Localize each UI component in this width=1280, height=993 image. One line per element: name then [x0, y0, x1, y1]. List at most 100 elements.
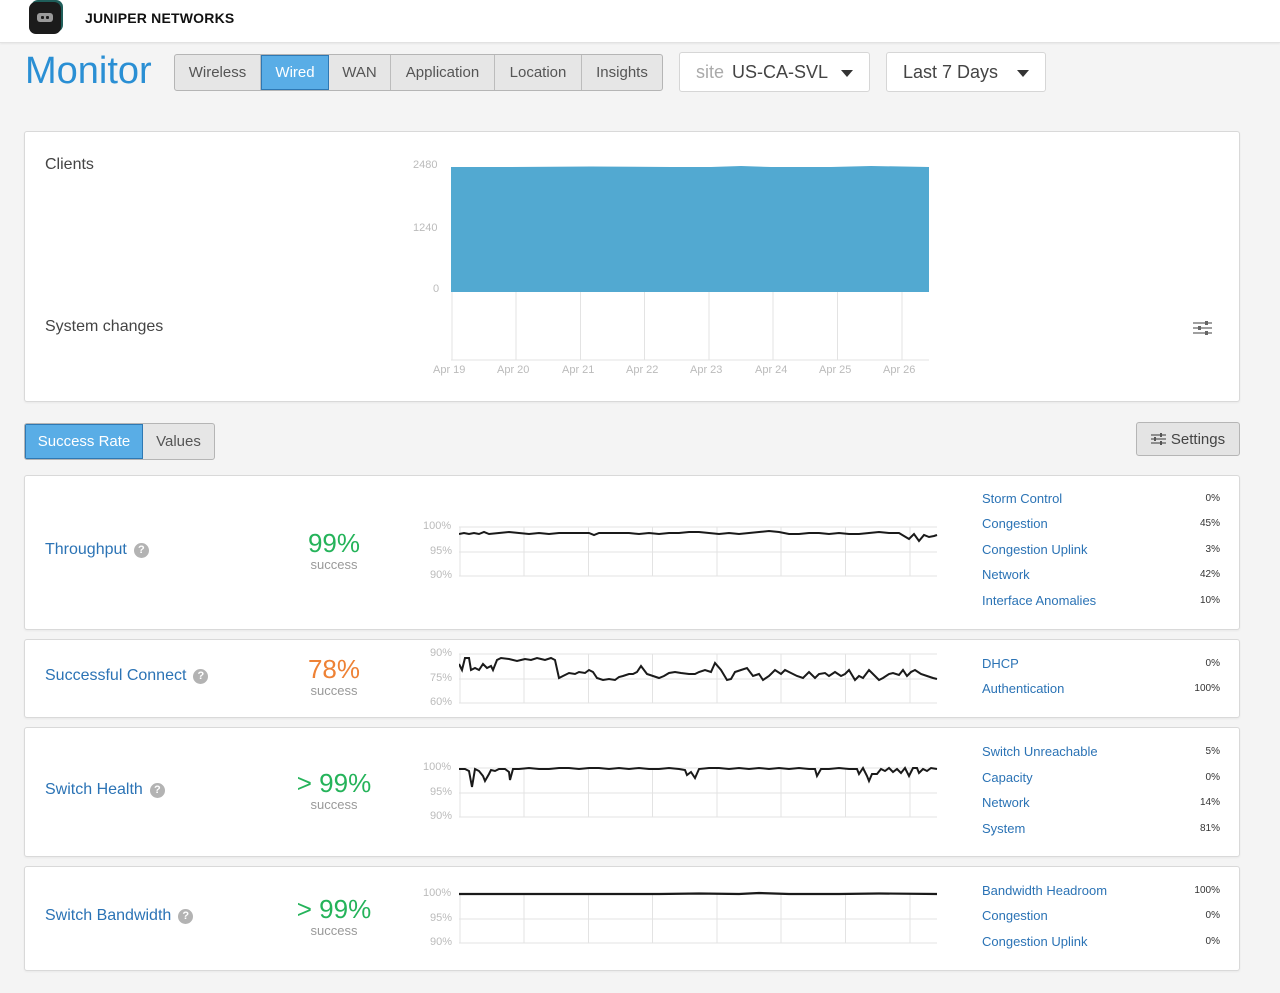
- metric-sub: success: [310, 683, 358, 698]
- classifier-row: Congestion 45%: [982, 511, 1220, 536]
- classifier-row: Network 14%: [982, 790, 1220, 815]
- classifier-link[interactable]: Bandwidth Headroom: [982, 883, 1108, 898]
- help-icon[interactable]: ?: [193, 668, 209, 684]
- clients-area-chart[interactable]: [451, 162, 931, 362]
- y-tick: 60%: [430, 696, 453, 708]
- clients-label: Clients: [45, 156, 94, 173]
- switch-health-sparkline[interactable]: [459, 762, 939, 820]
- y-tick: 90%: [430, 647, 453, 659]
- page-title: Monitor: [25, 50, 152, 92]
- classifier-row: Congestion Uplink 0%: [982, 929, 1220, 954]
- successful-connect-sparkline[interactable]: [459, 648, 939, 706]
- y-tick: 1240: [413, 222, 438, 234]
- x-tick: Apr 20: [497, 364, 530, 376]
- tab-wireless[interactable]: Wireless: [175, 55, 261, 90]
- y-tick: 90%: [430, 810, 453, 822]
- y-tick: 0: [433, 283, 440, 295]
- metric-card-switch-health: Switch Health ? > 99% success 100% 95% 9…: [24, 727, 1240, 857]
- classifier-link[interactable]: Congestion Uplink: [982, 934, 1088, 949]
- metric-sub: success: [310, 923, 358, 938]
- metric-value: > 99%: [296, 768, 372, 798]
- classifier-row: Storm Control 0%: [982, 486, 1220, 511]
- x-tick: Apr 24: [755, 364, 788, 376]
- classifier-value: 0%: [1205, 493, 1220, 504]
- classifier-row: Authentication 100%: [982, 676, 1220, 701]
- classifier-row: Switch Unreachable 5%: [982, 739, 1220, 764]
- metric-sub: success: [310, 557, 358, 572]
- site-dropdown[interactable]: site US-CA-SVL: [679, 52, 870, 92]
- classifier-row: Congestion Uplink 3%: [982, 537, 1220, 562]
- y-tick: 75%: [430, 672, 453, 684]
- time-range-dropdown[interactable]: Last 7 Days: [886, 52, 1046, 92]
- metric-sub: success: [310, 797, 358, 812]
- y-tick: 100%: [423, 887, 452, 899]
- classifier-link[interactable]: System: [982, 821, 1026, 836]
- tab-application[interactable]: Application: [391, 55, 495, 90]
- classifier-link[interactable]: Congestion: [982, 516, 1048, 531]
- metric-value: 99%: [307, 528, 361, 558]
- classifier-link[interactable]: Network: [982, 567, 1030, 582]
- classifier-link[interactable]: Congestion Uplink: [982, 542, 1088, 557]
- values-toggle[interactable]: Values: [156, 433, 201, 450]
- classifier-value: 81%: [1199, 823, 1220, 834]
- classifier-value: 42%: [1199, 569, 1220, 580]
- caret-down-icon: [841, 70, 853, 77]
- y-tick: 95%: [430, 545, 453, 557]
- classifier-value: 0%: [1205, 658, 1220, 669]
- sliders-icon[interactable]: [1193, 320, 1213, 336]
- x-tick: Apr 21: [562, 364, 595, 376]
- y-tick: 90%: [430, 569, 453, 581]
- classifier-row: Interface Anomalies 10%: [982, 588, 1220, 613]
- classifier-link[interactable]: DHCP: [982, 656, 1019, 671]
- classifier-value: 3%: [1205, 544, 1220, 555]
- metric-name-switch-bandwidth[interactable]: Switch Bandwidth ?: [45, 907, 194, 925]
- classifier-link[interactable]: Network: [982, 795, 1030, 810]
- metric-value: 78%: [307, 654, 361, 684]
- view-toggle: Success Rate Values: [24, 423, 215, 460]
- y-tick: 95%: [430, 912, 453, 924]
- timeline-card: Clients System changes 2480 1240 0 Apr 1…: [24, 131, 1240, 402]
- y-tick: 2480: [413, 159, 438, 171]
- y-tick: 90%: [430, 936, 453, 948]
- system-changes-label: System changes: [45, 318, 164, 335]
- throughput-sparkline[interactable]: [459, 521, 939, 579]
- tab-wan[interactable]: WAN: [329, 55, 391, 90]
- metric-name-throughput[interactable]: Throughput ?: [45, 541, 149, 559]
- classifier-link[interactable]: Capacity: [982, 770, 1033, 785]
- caret-down-icon: [1017, 70, 1029, 77]
- settings-button[interactable]: Settings: [1136, 422, 1240, 456]
- classifier-link[interactable]: Interface Anomalies: [982, 593, 1097, 608]
- classifier-value: 5%: [1205, 746, 1220, 757]
- metric-card-throughput: Throughput ? 99% success 100% 95% 90% St…: [24, 475, 1240, 630]
- tab-insights[interactable]: Insights: [596, 64, 648, 81]
- classifier-value: 14%: [1199, 797, 1220, 808]
- classifier-value: 100%: [1194, 683, 1220, 694]
- classifier-value: 100%: [1194, 885, 1220, 896]
- classifier-link[interactable]: Switch Unreachable: [982, 744, 1098, 759]
- help-icon[interactable]: ?: [133, 542, 149, 558]
- top-bar: JUNIPER NETWORKS: [0, 0, 1280, 43]
- metric-value: > 99%: [296, 894, 372, 924]
- site-prefix: site: [696, 61, 725, 82]
- tab-wired[interactable]: Wired: [261, 55, 329, 90]
- tab-location[interactable]: Location: [495, 55, 582, 90]
- switch-bandwidth-sparkline[interactable]: [459, 888, 939, 946]
- x-tick: Apr 23: [690, 364, 723, 376]
- classifier-value: 10%: [1199, 595, 1220, 606]
- metric-card-switch-bandwidth: Switch Bandwidth ? > 99% success 100% 95…: [24, 866, 1240, 971]
- classifier-row: Congestion 0%: [982, 903, 1220, 928]
- classifier-link[interactable]: Storm Control: [982, 491, 1063, 506]
- help-icon[interactable]: ?: [178, 908, 194, 924]
- success-rate-toggle[interactable]: Success Rate: [25, 424, 143, 459]
- classifier-row: Capacity 0%: [982, 765, 1220, 790]
- help-icon[interactable]: ?: [149, 782, 165, 798]
- mist-robot-logo-icon[interactable]: [29, 2, 61, 34]
- brand-name: JUNIPER NETWORKS: [85, 10, 235, 26]
- metric-name-switch-health[interactable]: Switch Health ?: [45, 781, 165, 799]
- metric-name-successful-connect[interactable]: Successful Connect ?: [45, 667, 209, 685]
- classifier-value: 0%: [1205, 910, 1220, 921]
- classifier-value: 0%: [1205, 772, 1220, 783]
- classifier-link[interactable]: Authentication: [982, 681, 1065, 696]
- classifier-value: 45%: [1199, 518, 1220, 529]
- classifier-link[interactable]: Congestion: [982, 908, 1048, 923]
